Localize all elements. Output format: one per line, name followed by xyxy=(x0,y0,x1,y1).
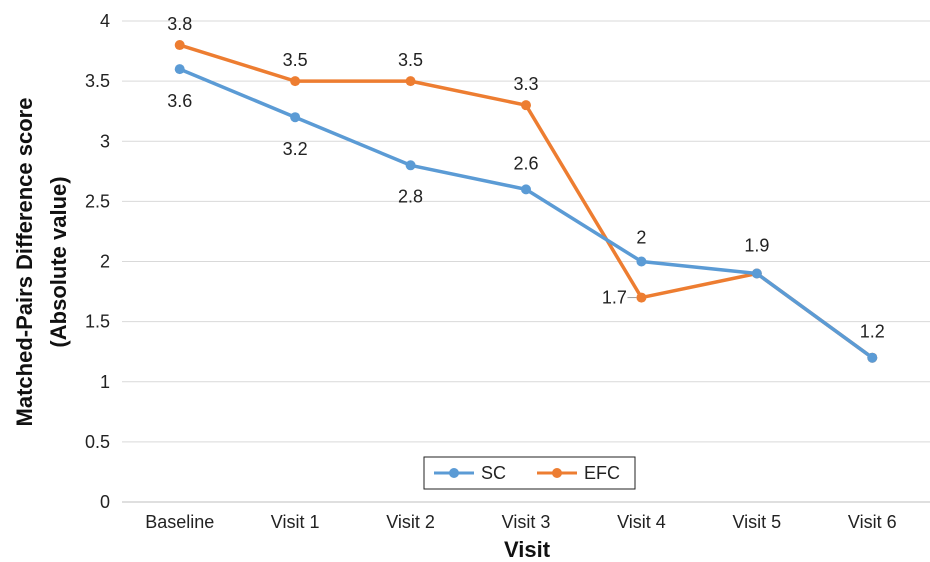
data-label-sc: 2.6 xyxy=(513,153,538,173)
data-point-sc xyxy=(405,160,416,171)
data-label-efc: 3.3 xyxy=(513,74,538,94)
y-axis-title-line-1: Matched-Pairs Difference score xyxy=(12,98,37,427)
y-tick-label: 3.5 xyxy=(85,71,110,91)
legend-item-sc: SC xyxy=(434,463,506,483)
legend-label-efc: EFC xyxy=(584,463,620,483)
gridlines xyxy=(122,20,930,503)
data-label-efc: 3.8 xyxy=(167,14,192,34)
series-line-sc xyxy=(179,67,874,360)
data-point-sc xyxy=(751,268,762,279)
x-tick-label: Visit 6 xyxy=(848,512,897,532)
data-label-efc: 3.5 xyxy=(398,50,423,70)
legend: SC EFC xyxy=(423,456,636,490)
data-label-sc: 3.6 xyxy=(167,91,192,111)
x-tick-labels: Baseline Visit 1 Visit 2 Visit 3 Visit 4 Visi… xyxy=(145,512,896,532)
data-label-sc: 2 xyxy=(636,228,646,248)
y-tick-label: 0 xyxy=(100,492,110,512)
data-label-sc: 3.2 xyxy=(283,139,308,159)
data-label-efc: 1.7 xyxy=(602,288,627,308)
x-tick-label: Visit 3 xyxy=(502,512,551,532)
data-point-efc xyxy=(290,76,301,87)
y-axis-title: Matched-Pairs Difference score (Absolute… xyxy=(12,98,71,427)
series-lines xyxy=(174,40,878,363)
data-label-efc: 1.9 xyxy=(744,236,769,256)
data-labels: 3.6 3.2 2.8 2.6 2 3.8 3.5 3.5 3.3 1.7 1.9 1.2 xyxy=(167,14,885,342)
legend-marker-efc xyxy=(552,468,562,478)
data-point-sc xyxy=(174,64,185,75)
legend-label-sc: SC xyxy=(481,463,506,483)
x-tick-label: Visit 5 xyxy=(733,512,782,532)
legend-marker-sc xyxy=(449,468,459,478)
data-point-sc xyxy=(290,112,301,123)
data-point-efc xyxy=(636,292,647,303)
legend-box xyxy=(423,456,636,490)
data-label-efc: 1.2 xyxy=(860,322,885,342)
y-axis-title-line-2: (Absolute value) xyxy=(46,176,71,347)
y-tick-labels: 0 0.5 1 1.5 2 2.5 3 3.5 4 xyxy=(85,11,110,512)
x-tick-label: Visit 4 xyxy=(617,512,666,532)
y-tick-label: 3 xyxy=(100,131,110,151)
y-tick-label: 2 xyxy=(100,252,110,272)
data-point-efc xyxy=(405,76,416,87)
x-tick-label: Baseline xyxy=(145,512,214,532)
data-point-sc xyxy=(867,352,878,363)
x-tick-label: Visit 1 xyxy=(271,512,320,532)
data-point-efc xyxy=(521,100,531,111)
y-tick-label: 1 xyxy=(100,372,110,392)
y-tick-label: 0.5 xyxy=(85,432,110,452)
x-tick-label: Visit 2 xyxy=(386,512,435,532)
data-label-sc: 2.8 xyxy=(398,186,423,206)
y-tick-label: 2.5 xyxy=(85,191,110,211)
legend-item-efc: EFC xyxy=(537,463,620,483)
y-tick-label: 4 xyxy=(100,11,110,31)
y-tick-label: 1.5 xyxy=(85,312,110,332)
x-axis-title: Visit xyxy=(504,537,551,562)
data-point-sc xyxy=(521,184,531,195)
data-point-sc xyxy=(636,256,647,267)
data-label-efc: 3.5 xyxy=(283,50,308,70)
data-point-efc xyxy=(174,40,185,51)
